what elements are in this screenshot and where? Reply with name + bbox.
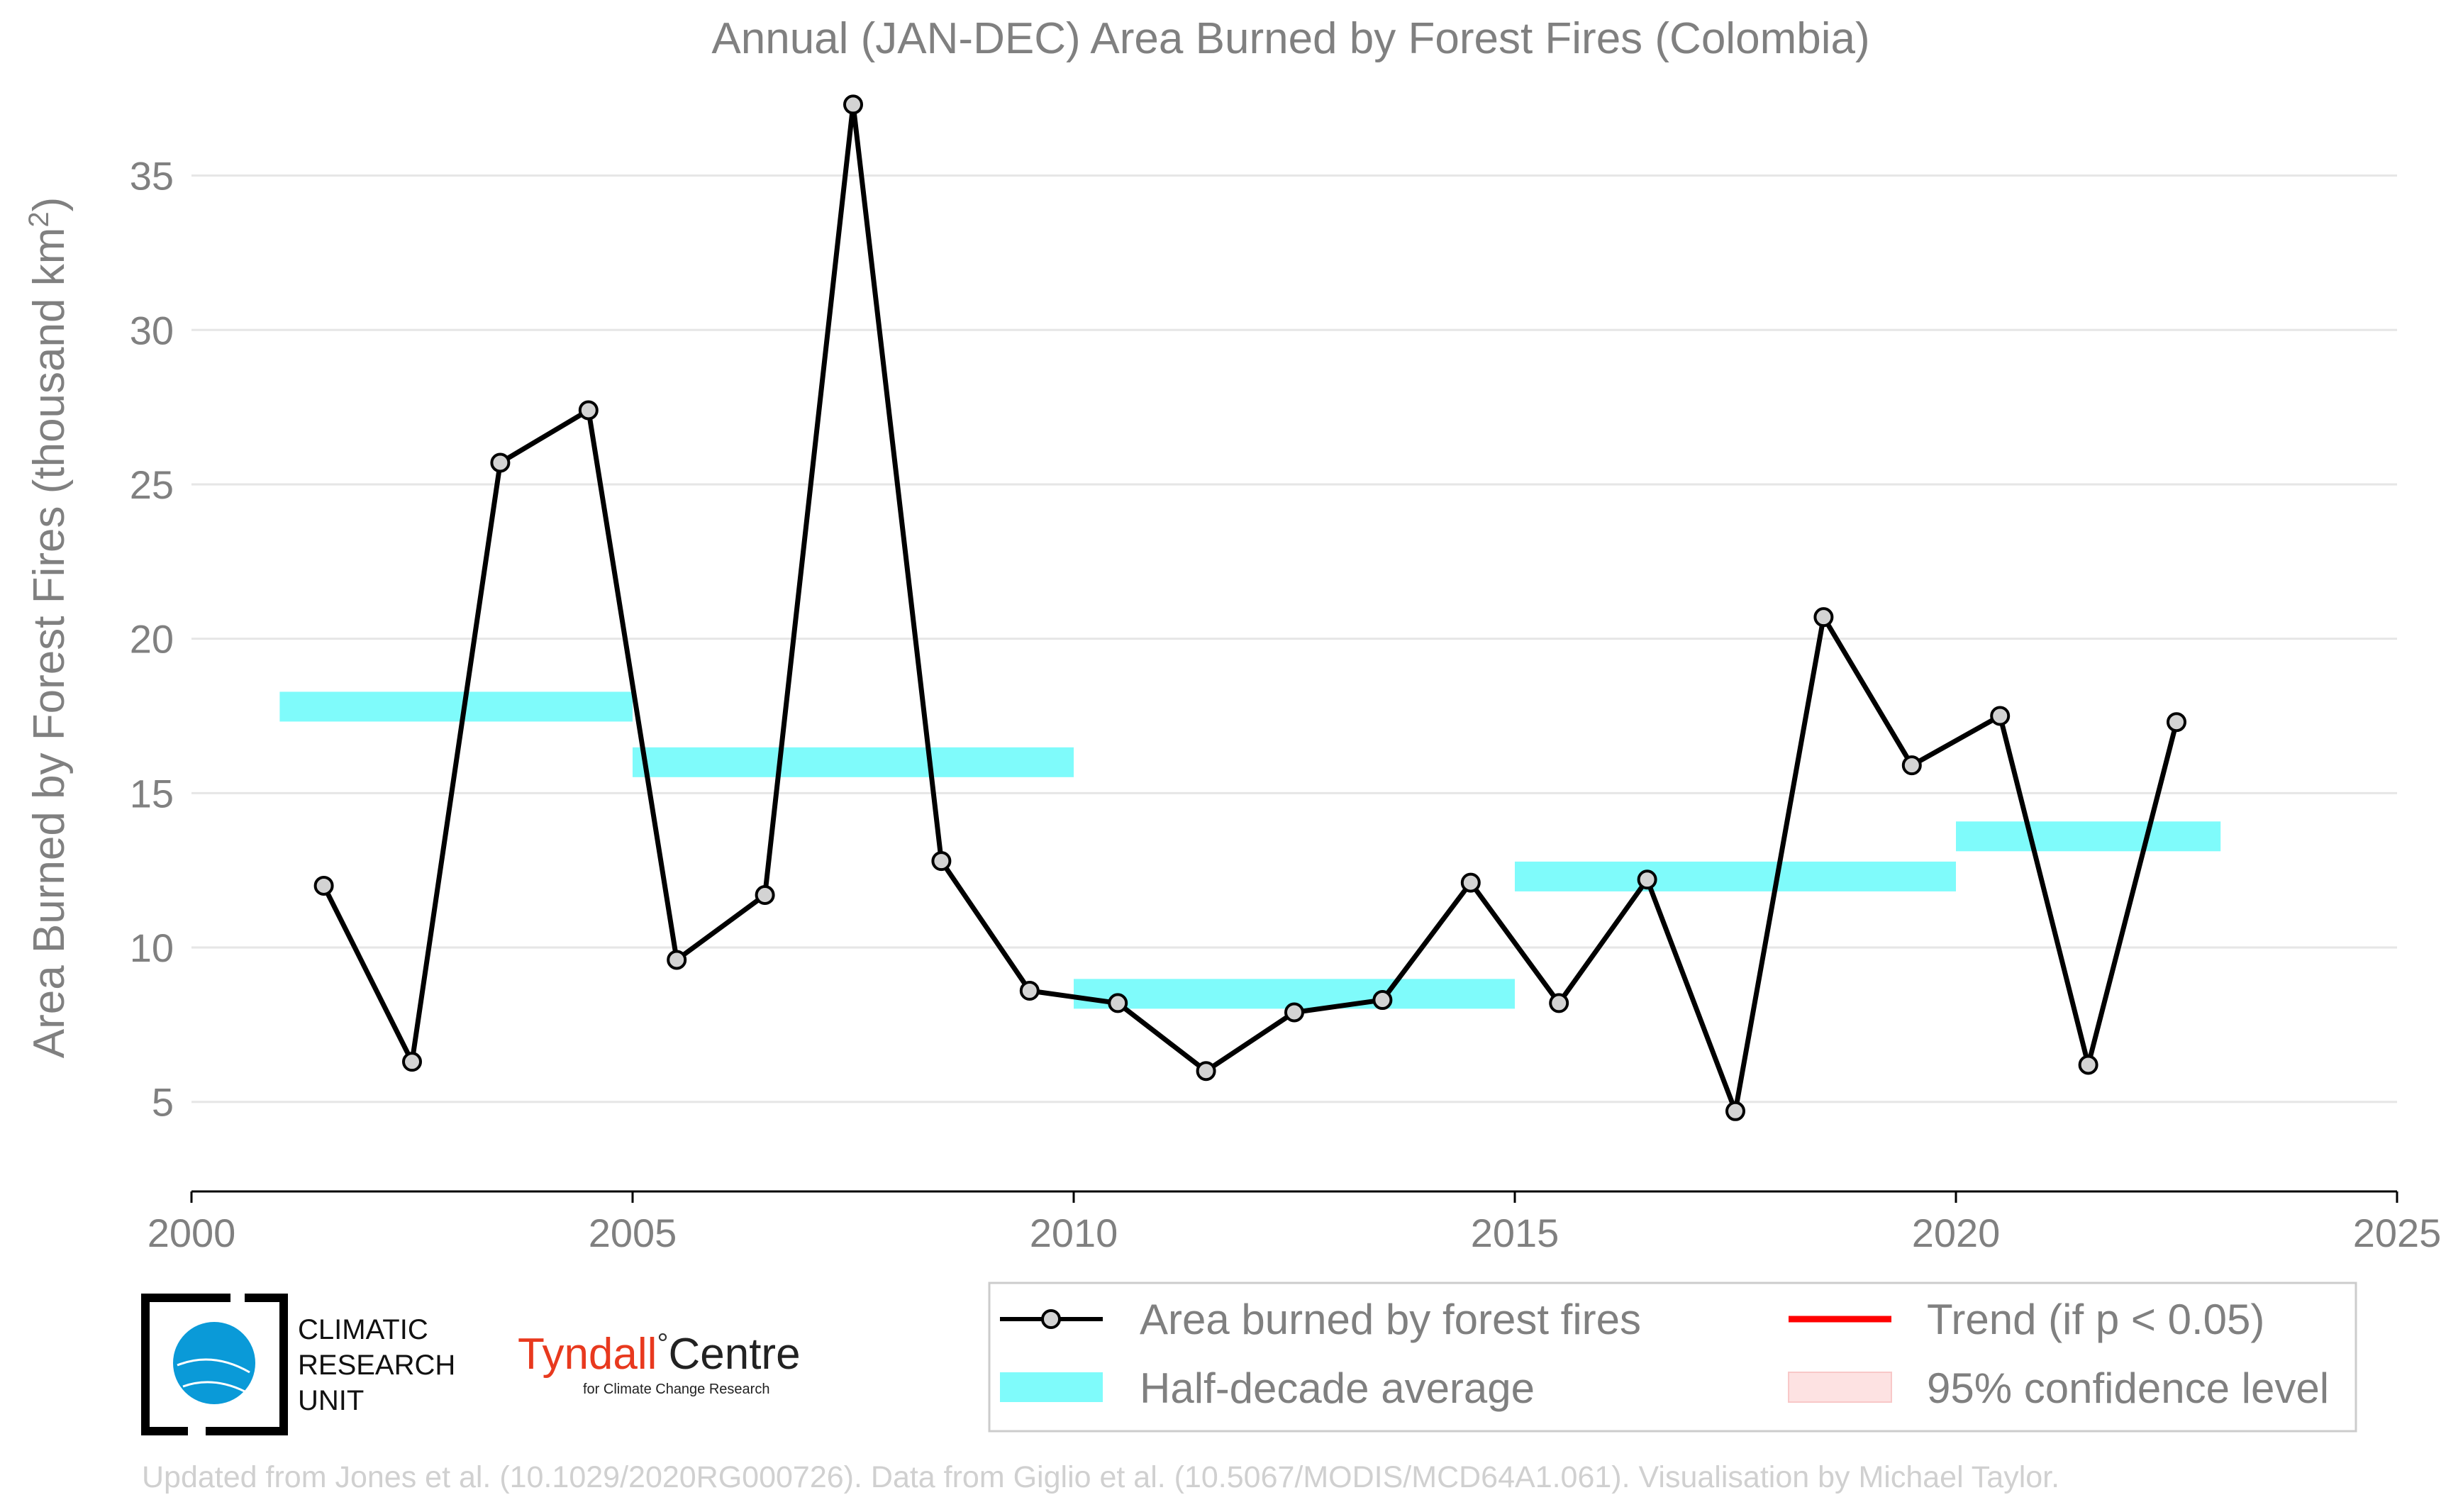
y-tick-label: 10 (130, 925, 174, 970)
globe-icon-band (177, 1358, 250, 1374)
legend-confidence-symbol (1788, 1372, 1892, 1403)
legend-item-confidence: 95% confidence level (1788, 1364, 2329, 1412)
x-tick-label: 2015 (1471, 1211, 1559, 1255)
half-decade-band (279, 691, 633, 722)
legend-item-half-decade: Half-decade average (1000, 1364, 1535, 1412)
data-point (1019, 980, 1040, 1001)
data-point (1108, 993, 1128, 1013)
x-tick-label: 2020 (1912, 1211, 2001, 1255)
series-line-area-burned (321, 101, 2179, 1114)
half-decade-band (633, 747, 1074, 777)
y-tick-label: 25 (130, 462, 174, 507)
data-series-layer (313, 94, 2186, 1121)
y-axis: 5 10 15 20 25 30 35 (130, 154, 174, 1125)
data-point (2167, 712, 2186, 733)
y-tick-label: 30 (130, 308, 174, 352)
legend-box (988, 1282, 2357, 1433)
half-decade-band (1515, 861, 1956, 891)
legend-label-area-burned: Area burned by forest fires (1140, 1296, 1641, 1343)
legend-band-symbol (1000, 1372, 1103, 1402)
legend-item-area-burned: Area burned by forest fires (1000, 1296, 1641, 1343)
gridlines (191, 174, 2397, 1104)
cru-text-line-2: RESEARCH (298, 1350, 455, 1381)
data-point (313, 875, 334, 896)
legend-label-trend: Trend (if p < 0.05) (1927, 1296, 2264, 1343)
data-point (843, 94, 863, 115)
data-point (1549, 993, 1569, 1013)
chart-title: Annual (JAN-DEC) Area Burned by Forest F… (711, 14, 1869, 63)
data-point (1284, 1002, 1304, 1023)
data-point (402, 1052, 422, 1072)
tyndall-centre: Centre (668, 1330, 800, 1379)
legend: Area burned by forest fires Trend (if p … (988, 1282, 2357, 1433)
legend-label-confidence: 95% confidence level (1927, 1364, 2329, 1412)
x-axis: 2000 2005 2010 2015 2020 2025 (148, 1190, 2442, 1255)
cru-bracket-right (206, 1294, 288, 1435)
x-tick-label: 2025 (2353, 1211, 2442, 1255)
data-point (755, 885, 775, 906)
legend-item-trend: Trend (if p < 0.05) (1789, 1296, 2264, 1343)
data-point (1901, 755, 1922, 776)
data-point (931, 851, 952, 872)
data-point (578, 400, 599, 421)
globe-icon-band (182, 1381, 245, 1393)
x-tick-label: 2010 (1030, 1211, 1118, 1255)
tyndall-logo: Tyndall°Centre for Climate Change Resear… (518, 1328, 801, 1397)
data-point (1460, 872, 1481, 893)
legend-label-half-decade: Half-decade average (1140, 1364, 1535, 1412)
credit-line: Updated from Jones et al. (10.1029/2020R… (142, 1460, 2059, 1494)
cru-text-line-3: UNIT (298, 1385, 364, 1416)
data-point (2078, 1055, 2098, 1075)
data-point (490, 452, 511, 473)
y-axis-title: Area Burned by Forest Fires (thousand km… (23, 197, 74, 1059)
tyndall-logo-subtitle: for Climate Change Research (583, 1382, 769, 1397)
y-tick-label: 5 (152, 1080, 174, 1125)
data-point (1372, 990, 1393, 1011)
data-point (1725, 1101, 1745, 1121)
tyndall-degree: ° (657, 1328, 668, 1360)
tyndall-logo-wordmark: Tyndall°Centre (518, 1328, 801, 1379)
y-tick-label: 35 (130, 154, 174, 199)
half-decade-bands (279, 691, 2221, 1009)
data-point (1196, 1061, 1216, 1082)
data-point (1637, 869, 1657, 890)
half-decade-band (1956, 821, 2221, 852)
tyndall-name: Tyndall (518, 1330, 657, 1379)
cru-bracket-left (141, 1294, 230, 1435)
x-tick-label: 2005 (589, 1211, 677, 1255)
data-point (1990, 706, 2011, 726)
x-tick-label: 2000 (148, 1211, 236, 1255)
y-tick-label: 15 (130, 771, 174, 816)
data-point (667, 950, 687, 970)
y-tick-label: 20 (130, 617, 174, 662)
cru-logo: CLIMATIC RESEARCH UNIT (141, 1294, 455, 1435)
data-point (1813, 607, 1834, 628)
cru-text-line-1: CLIMATIC (298, 1314, 428, 1345)
legend-marker-symbol (1041, 1309, 1061, 1329)
